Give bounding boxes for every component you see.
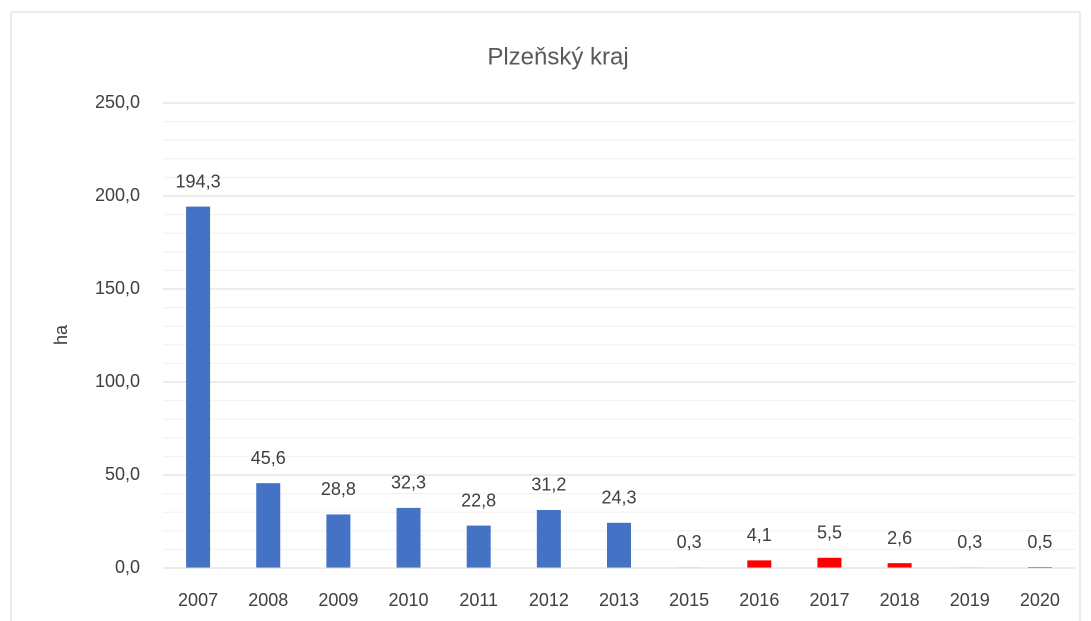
x-tick-label: 2020 bbox=[1020, 590, 1060, 610]
x-tick-label: 2008 bbox=[248, 590, 288, 610]
y-tick-label: 200,0 bbox=[95, 185, 140, 205]
x-tick-label: 2018 bbox=[880, 590, 920, 610]
bar bbox=[326, 514, 351, 568]
bar bbox=[747, 560, 772, 568]
data-label: 32,3 bbox=[391, 473, 426, 493]
x-tick-label: 2011 bbox=[459, 590, 498, 610]
data-label: 0,3 bbox=[677, 532, 702, 552]
data-label: 0,5 bbox=[1027, 532, 1052, 552]
x-tick-label: 2009 bbox=[318, 590, 358, 610]
data-label: 31,2 bbox=[531, 475, 566, 495]
y-tick-label: 0,0 bbox=[115, 557, 140, 577]
data-label: 5,5 bbox=[817, 523, 842, 543]
chart-title: Plzeňský kraj bbox=[487, 43, 628, 70]
x-tick-label: 2012 bbox=[529, 590, 569, 610]
x-tick-label: 2007 bbox=[178, 590, 218, 610]
bar bbox=[536, 509, 561, 568]
data-label: 4,1 bbox=[747, 525, 772, 545]
bar bbox=[887, 563, 912, 568]
y-axis-label: ha bbox=[51, 324, 71, 345]
data-label: 194,3 bbox=[176, 171, 221, 191]
bar bbox=[186, 206, 211, 569]
y-tick-label: 250,0 bbox=[95, 92, 140, 112]
bar bbox=[607, 522, 631, 568]
bar bbox=[256, 483, 281, 568]
y-tick-label: 100,0 bbox=[95, 371, 140, 391]
data-label: 28,8 bbox=[321, 479, 356, 499]
bar bbox=[466, 525, 491, 568]
x-tick-label: 2016 bbox=[739, 590, 779, 610]
x-tick-label: 2017 bbox=[809, 590, 849, 610]
data-label: 45,6 bbox=[251, 448, 286, 468]
x-tick-label: 2019 bbox=[950, 590, 990, 610]
y-tick-label: 50,0 bbox=[105, 464, 140, 484]
data-label: 24,3 bbox=[601, 488, 636, 508]
x-tick-label: 2015 bbox=[669, 590, 709, 610]
x-tick-label: 2010 bbox=[389, 590, 429, 610]
bar bbox=[396, 507, 421, 568]
data-label: 2,6 bbox=[887, 528, 912, 548]
data-label: 0,3 bbox=[957, 532, 982, 552]
x-tick-label: 2013 bbox=[599, 590, 639, 610]
y-tick-label: 150,0 bbox=[95, 278, 140, 298]
bar bbox=[817, 557, 842, 568]
data-label: 22,8 bbox=[461, 490, 496, 510]
